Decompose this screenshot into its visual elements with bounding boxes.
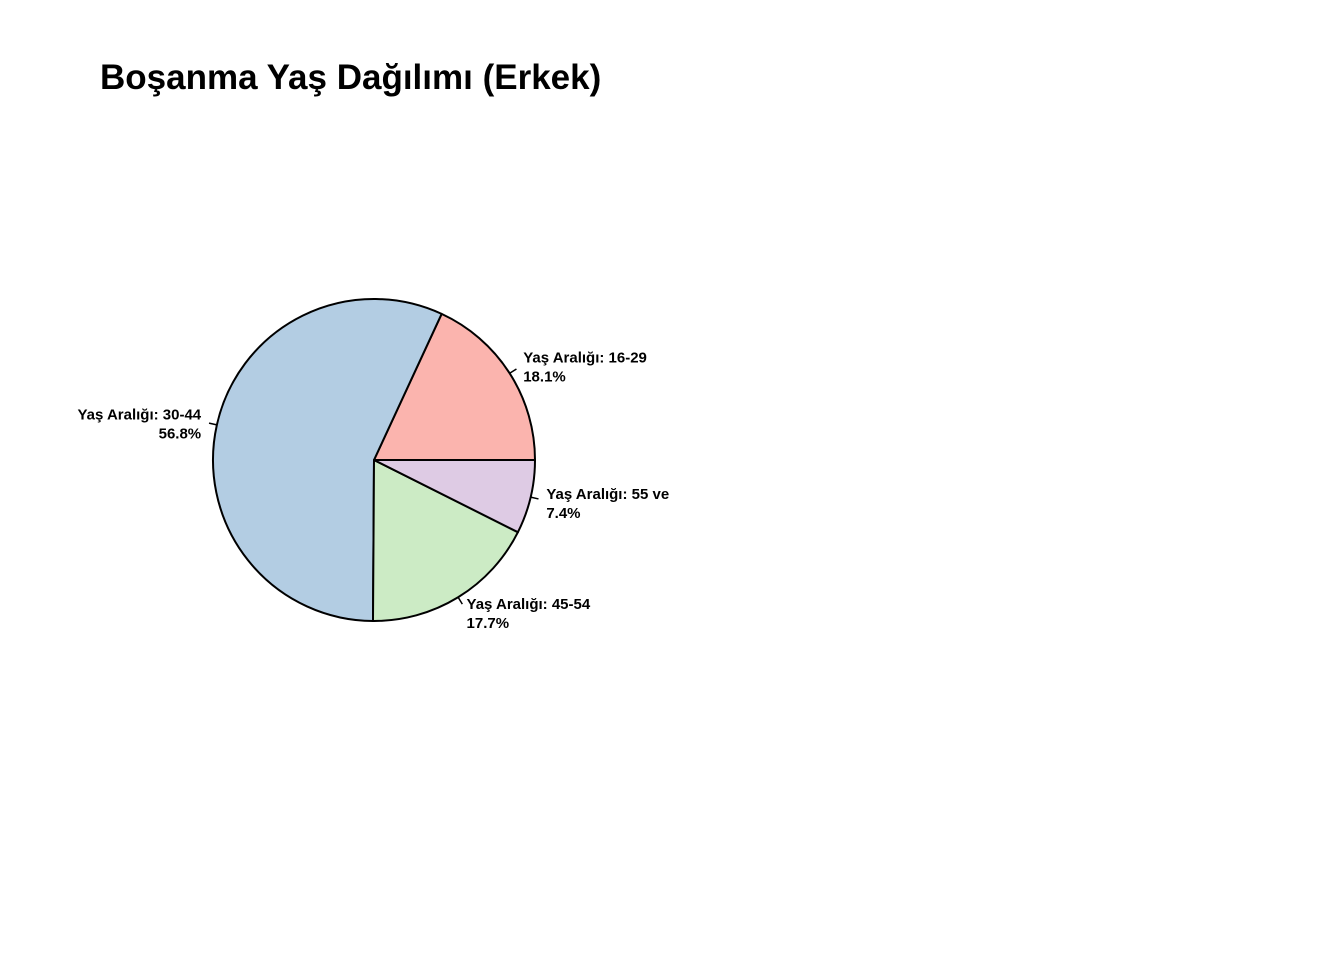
- pie-slice: [212, 298, 443, 622]
- pie-label-tick: [509, 368, 517, 374]
- pie-slice: [371, 459, 519, 622]
- pie-slice-label: Yaş Aralığı: 16-29: [523, 350, 647, 367]
- pie-labels: Yaş Aralığı: 16-29 18.1% Yaş Aralığı: 30-4…: [77, 350, 669, 632]
- pie-label-tick: [208, 422, 218, 426]
- pie-label-tick: [530, 496, 539, 500]
- pie-slices: [208, 298, 539, 622]
- pie-label-tick: [457, 596, 463, 605]
- pie-slice: [373, 459, 536, 534]
- pie-slice-label: Yaş Aralığı: 55 ve: [546, 486, 669, 503]
- pie-slice-label: Yaş Aralığı: 45-54: [467, 596, 591, 613]
- pie-slice-label: Yaş Aralığı: 30-44: [77, 406, 201, 423]
- pie-slice-percent: 18.1%: [523, 369, 566, 386]
- chart-title: Boşanma Yaş Dağılımı (Erkek): [100, 58, 602, 97]
- pie-slice-percent: 7.4%: [546, 505, 580, 522]
- pie-slice-percent: 17.7%: [467, 615, 510, 632]
- pie-slice-percent: 56.8%: [159, 425, 202, 442]
